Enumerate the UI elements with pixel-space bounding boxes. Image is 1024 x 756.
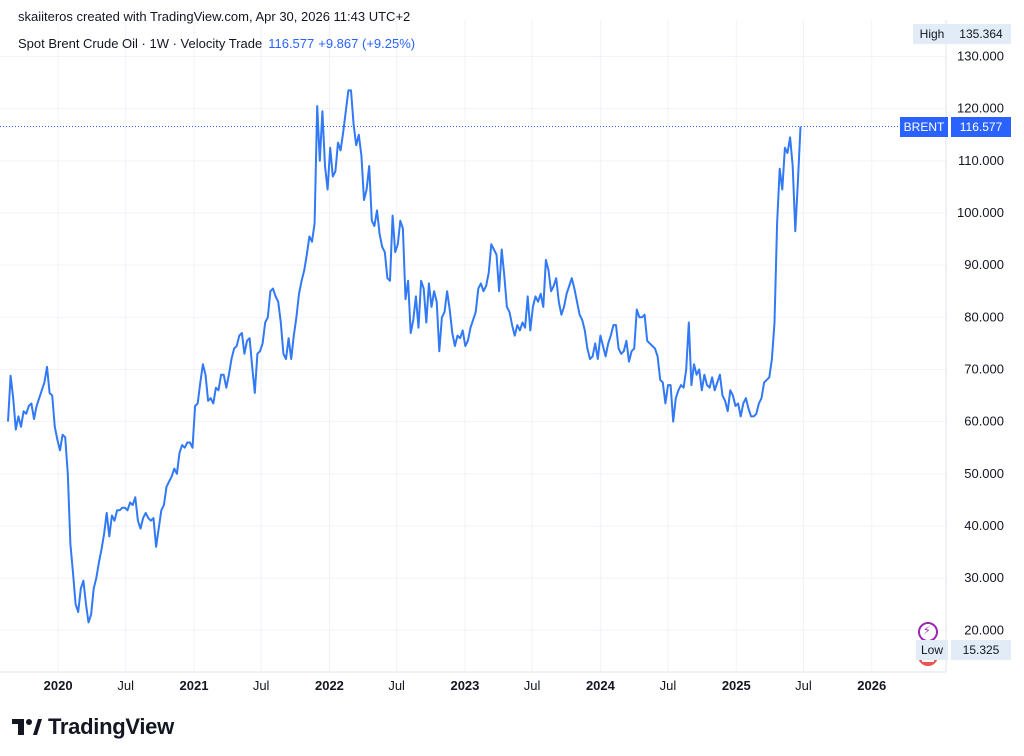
price-tick-label: 100.000 — [957, 205, 1004, 220]
brent-price-badge: 116.577 — [951, 116, 1011, 137]
price-axis[interactable]: 130.000 120.000 110.000 100.000 90.000 80.000… — [957, 49, 1004, 638]
low-value-badge: 15.325 — [951, 640, 1011, 660]
time-tick-label: Jul — [388, 678, 405, 693]
grid — [0, 20, 946, 672]
price-tick-label: 90.000 — [964, 257, 1004, 272]
time-tick-label: Jul — [253, 678, 270, 693]
price-change: +9.867 (+9.25%) — [318, 36, 416, 51]
time-tick-label: 2022 — [315, 678, 344, 693]
time-tick-label: Jul — [117, 678, 134, 693]
price-series-line[interactable] — [7, 89, 802, 624]
price-tick-label: 70.000 — [964, 361, 1004, 376]
time-tick-label: 2023 — [450, 678, 479, 693]
symbol-title: Spot Brent Crude Oil · 1W · Velocity Tra… — [18, 36, 263, 51]
tradingview-logo-icon — [12, 719, 42, 735]
time-tick-label: 2021 — [180, 678, 209, 693]
price-tick-label: 120.000 — [957, 101, 1004, 116]
time-axis[interactable]: 2020 Jul 2021 Jul 2022 Jul 2023 Jul 2024 Jul 2025 J… — [44, 678, 887, 693]
high-label-badge: High — [913, 24, 951, 44]
time-tick-label: 2020 — [44, 678, 73, 693]
price-tick-label: 110.000 — [958, 153, 1004, 168]
price-tick-label: 130.000 — [957, 49, 1004, 64]
time-tick-label: 2026 — [857, 678, 886, 693]
price-tick-label: 30.000 — [964, 570, 1004, 585]
price-tick-label: 50.000 — [964, 466, 1004, 481]
time-tick-label: Jul — [524, 678, 541, 693]
price-tick-label: 20.000 — [964, 622, 1004, 637]
price-tick-label: 80.000 — [964, 309, 1004, 324]
price-tick-label: 40.000 — [964, 518, 1004, 533]
low-label-badge: Low — [916, 640, 948, 660]
chart-credit: skaiiteros created with TradingView.com,… — [18, 9, 411, 24]
last-value: 116.577 — [268, 36, 315, 51]
tradingview-logo[interactable]: TradingView — [12, 712, 174, 742]
brent-symbol-badge: BRENT — [900, 116, 948, 137]
time-tick-label: 2024 — [586, 678, 616, 693]
tradingview-wordmark: TradingView — [48, 714, 174, 739]
high-value-badge: 135.364 — [951, 24, 1011, 44]
lightning-icon[interactable] — [918, 622, 938, 642]
price-tick-label: 60.000 — [964, 414, 1004, 429]
symbol-legend[interactable]: Spot Brent Crude Oil · 1W · Velocity Tra… — [18, 36, 415, 51]
time-tick-label: 2025 — [722, 678, 751, 693]
time-tick-label: Jul — [795, 678, 812, 693]
time-tick-label: Jul — [660, 678, 677, 693]
